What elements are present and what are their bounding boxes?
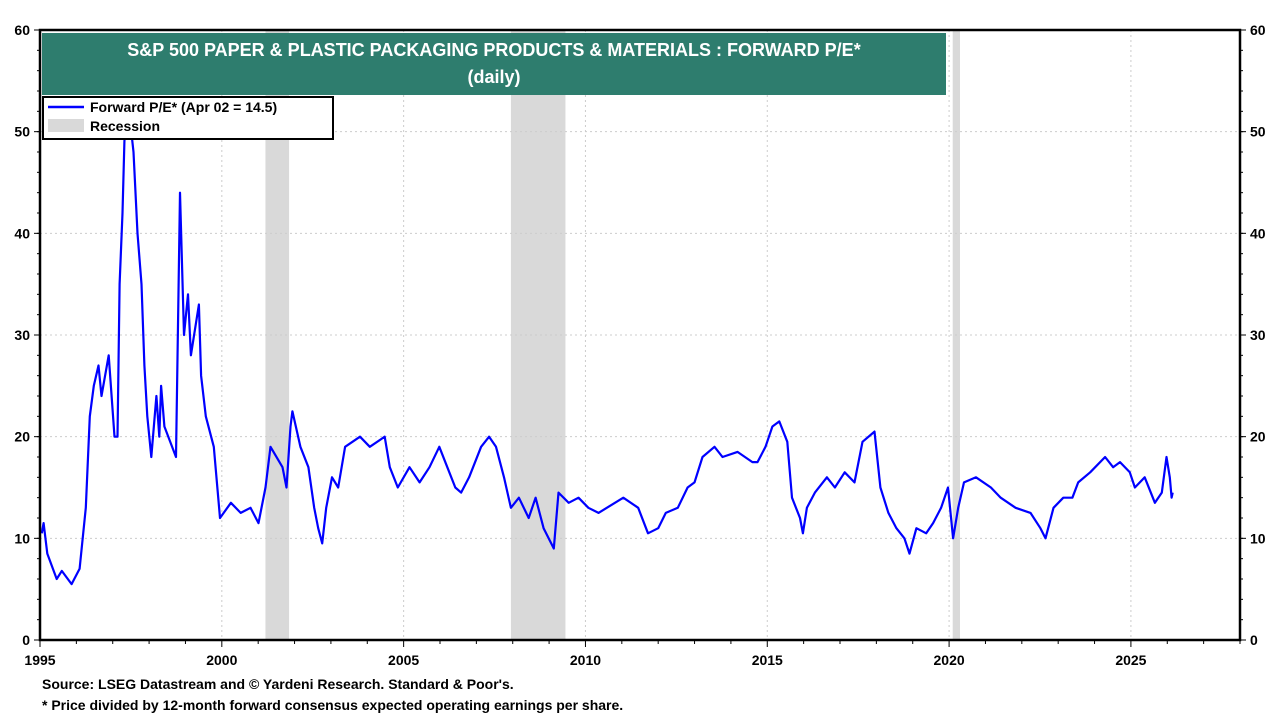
y-tick-label-right: 60 [1250, 22, 1266, 38]
legend-series-label: Forward P/E* (Apr 02 = 14.5) [90, 99, 277, 115]
y-tick-label-right: 20 [1250, 429, 1266, 445]
legend-recession-label: Recession [90, 118, 160, 134]
x-tick-label: 2025 [1115, 652, 1146, 668]
legend-recession-swatch [48, 119, 84, 132]
series-line-forward-pe [40, 100, 1174, 586]
source-note: Source: LSEG Datastream and © Yardeni Re… [42, 676, 514, 692]
x-tick-label: 2005 [388, 652, 419, 668]
y-tick-label-right: 10 [1250, 530, 1266, 546]
x-tick-label: 2020 [934, 652, 965, 668]
y-tick-label-right: 30 [1250, 327, 1266, 343]
legend: Forward P/E* (Apr 02 = 14.5) Recession [42, 96, 334, 140]
title-box: S&P 500 PAPER & PLASTIC PACKAGING PRODUC… [42, 33, 946, 95]
y-tick-label-left: 0 [22, 632, 30, 648]
x-tick-label: 1995 [24, 652, 55, 668]
y-tick-label-left: 50 [14, 124, 30, 140]
recession-band [265, 30, 290, 640]
y-tick-label-left: 30 [14, 327, 30, 343]
y-tick-label-left: 40 [14, 225, 30, 241]
recession-band [510, 30, 566, 640]
footnote: * Price divided by 12-month forward cons… [42, 697, 624, 713]
y-tick-label-left: 60 [14, 22, 30, 38]
title-background [42, 33, 946, 95]
y-tick-label-right: 50 [1250, 124, 1266, 140]
chart-title: S&P 500 PAPER & PLASTIC PACKAGING PRODUC… [127, 40, 860, 60]
x-tick-label: 2000 [206, 652, 237, 668]
y-tick-label-right: 0 [1250, 632, 1258, 648]
y-tick-label-left: 10 [14, 530, 30, 546]
chart-subtitle: (daily) [467, 67, 520, 87]
x-tick-label: 2015 [752, 652, 783, 668]
y-tick-label-left: 20 [14, 429, 30, 445]
plot-frame [38, 28, 1242, 642]
y-tick-label-right: 40 [1250, 225, 1266, 241]
x-tick-label: 2010 [570, 652, 601, 668]
